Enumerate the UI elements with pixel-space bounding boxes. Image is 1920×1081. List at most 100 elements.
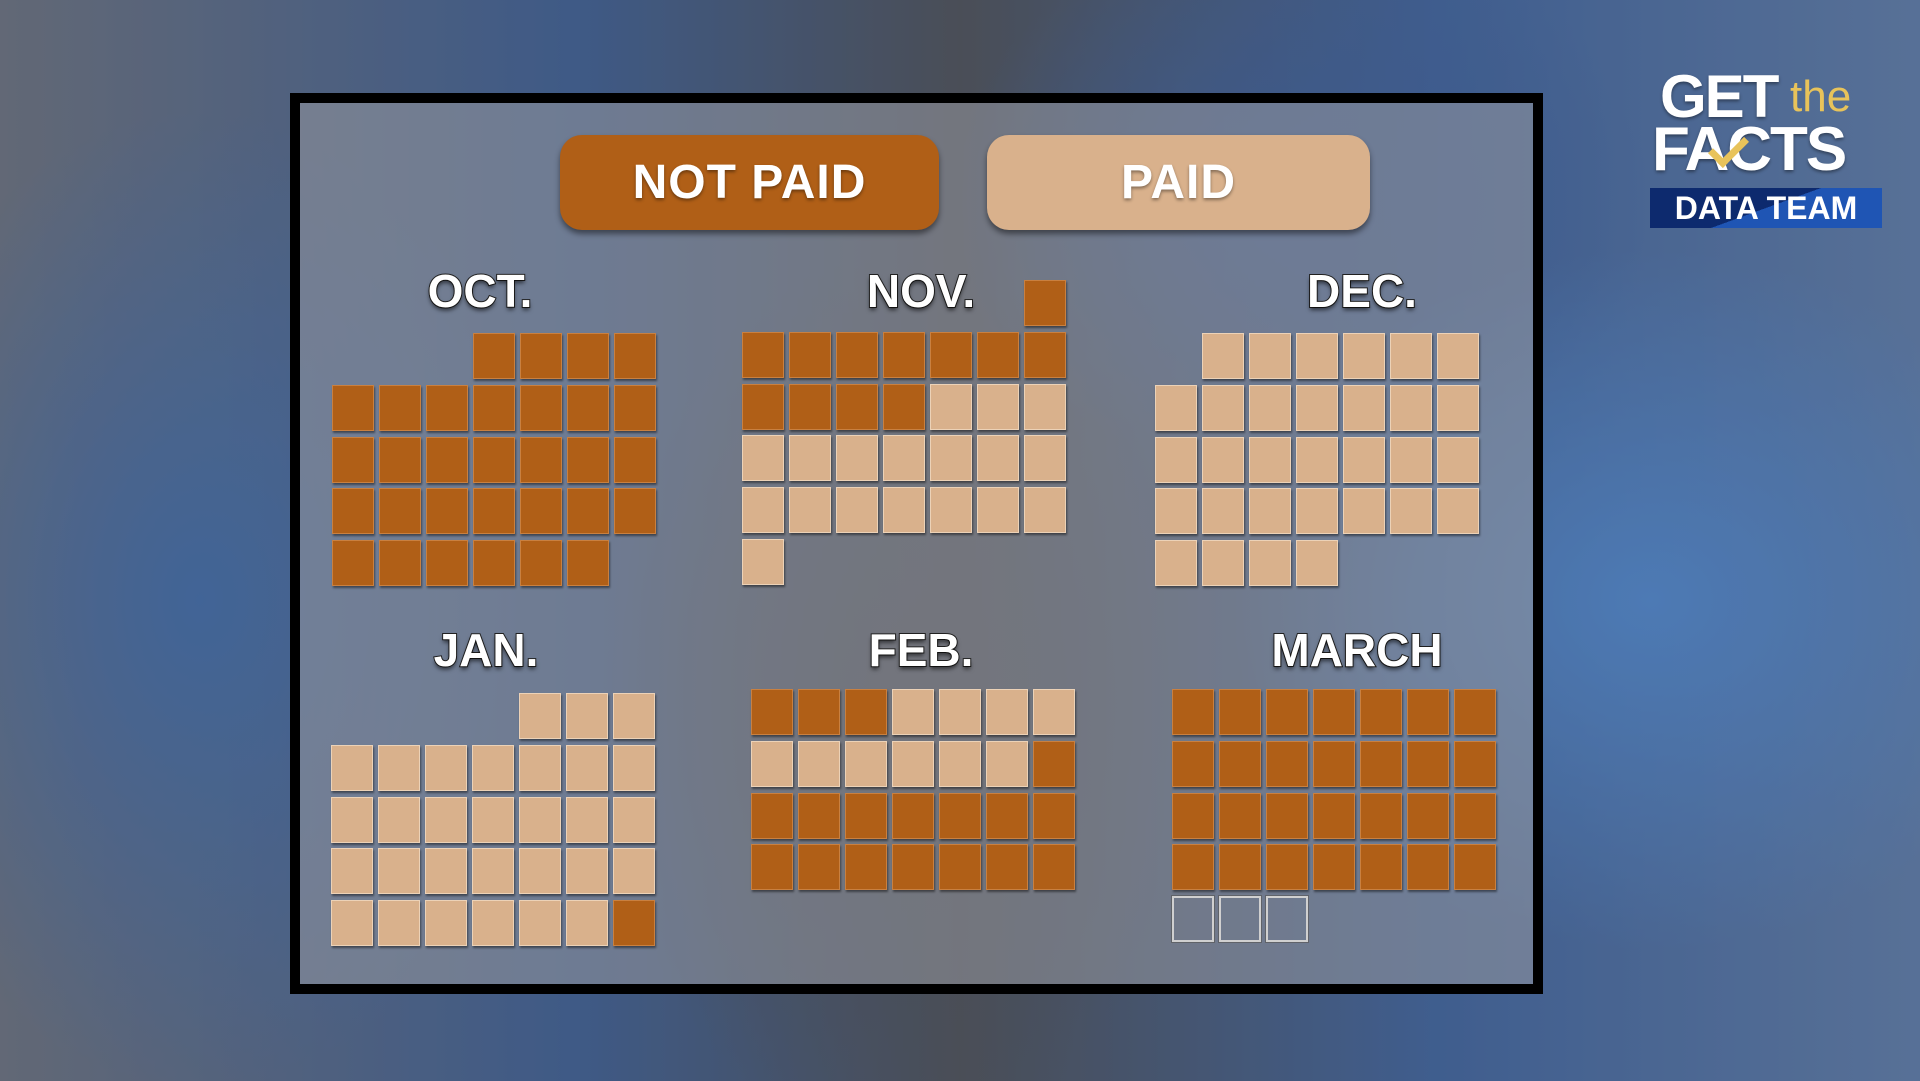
day-cell-paid — [425, 848, 467, 895]
day-cell-not-paid — [426, 384, 468, 431]
day-cell-paid — [613, 796, 655, 843]
day-cell-paid — [1390, 488, 1432, 535]
day-cell-paid — [472, 900, 514, 947]
day-cell-not-paid — [613, 900, 655, 947]
day-cell-not-paid — [520, 384, 562, 431]
day-cell-not-paid — [614, 436, 656, 483]
day-cell-paid — [939, 689, 981, 735]
day-cell-paid — [836, 487, 878, 534]
day-cell-not-paid — [1360, 689, 1402, 735]
day-cell-not-paid — [892, 844, 934, 891]
day-cell-paid — [331, 796, 373, 843]
day-cell-not-paid — [473, 333, 515, 379]
day-cell-not-paid — [567, 488, 609, 535]
day-cell-paid — [977, 487, 1019, 534]
day-cell-paid — [1296, 540, 1338, 587]
day-cell-paid — [742, 487, 784, 534]
day-cell-not-paid — [520, 488, 562, 535]
day-cell-not-paid — [379, 488, 421, 535]
day-cell-paid — [1437, 488, 1479, 535]
day-cell-not-paid — [930, 331, 972, 378]
day-cell-paid — [331, 848, 373, 895]
day-cell-not-paid — [332, 384, 374, 431]
day-cell-paid — [789, 487, 831, 534]
day-cell-not-paid — [1407, 792, 1449, 839]
day-cell-paid — [566, 693, 608, 739]
day-cell-upcoming — [1265, 895, 1309, 944]
day-cell-upcoming — [1171, 895, 1215, 944]
day-cell-paid — [1296, 333, 1338, 379]
day-cell-paid — [613, 744, 655, 791]
day-cell-not-paid — [1033, 740, 1075, 787]
day-cell-paid — [472, 796, 514, 843]
day-cell-paid — [1155, 436, 1197, 483]
day-cell-not-paid — [892, 792, 934, 839]
month-label: JAN. — [433, 623, 540, 677]
day-cell-not-paid — [845, 792, 887, 839]
day-cell-not-paid — [883, 383, 925, 430]
logo-the: the — [1790, 72, 1852, 121]
day-cell-paid — [1437, 333, 1479, 379]
day-cell-not-paid — [1313, 844, 1355, 891]
day-cell-not-paid — [473, 488, 515, 535]
day-cell-not-paid — [567, 540, 609, 587]
day-cell-not-paid — [977, 331, 1019, 378]
day-cell-not-paid — [1266, 844, 1308, 891]
day-cell-paid — [742, 435, 784, 482]
month-label: MARCH — [1270, 623, 1443, 677]
day-cell-paid — [1437, 436, 1479, 483]
day-cell-not-paid — [1219, 792, 1261, 839]
day-cell-paid — [378, 848, 420, 895]
day-cell-paid — [519, 744, 561, 791]
day-cell-paid — [1390, 384, 1432, 431]
day-cell-paid — [742, 539, 784, 585]
day-cell-not-paid — [614, 384, 656, 431]
day-cell-not-paid — [1360, 792, 1402, 839]
day-cell-not-paid — [1454, 689, 1496, 735]
day-cell-paid — [1033, 689, 1075, 735]
day-cell-paid — [566, 848, 608, 895]
day-cell-paid — [1202, 384, 1244, 431]
day-cell-paid — [789, 435, 831, 482]
day-cell-not-paid — [426, 436, 468, 483]
day-cell-paid — [751, 740, 793, 787]
day-cell-paid — [378, 796, 420, 843]
day-cell-paid — [1249, 384, 1291, 431]
day-cell-paid — [1343, 384, 1385, 431]
day-cell-not-paid — [1219, 844, 1261, 891]
day-cell-paid — [519, 796, 561, 843]
day-cell-not-paid — [520, 436, 562, 483]
day-cell-not-paid — [567, 436, 609, 483]
month-label: DEC. — [1306, 264, 1418, 318]
legend-not-paid: NOT PAID — [560, 135, 939, 230]
day-cell-not-paid — [520, 333, 562, 379]
day-cell-not-paid — [751, 689, 793, 735]
day-cell-not-paid — [567, 384, 609, 431]
logo-get: GET — [1660, 63, 1779, 130]
day-cell-not-paid — [798, 689, 840, 735]
day-cell-not-paid — [742, 383, 784, 430]
day-cell-paid — [977, 435, 1019, 482]
day-cell-paid — [1437, 384, 1479, 431]
day-cell-paid — [1249, 540, 1291, 587]
day-cell-not-paid — [1454, 792, 1496, 839]
day-cell-not-paid — [1454, 740, 1496, 787]
day-cell-not-paid — [1033, 792, 1075, 839]
day-cell-not-paid — [1407, 689, 1449, 735]
day-cell-paid — [566, 744, 608, 791]
day-cell-paid — [425, 796, 467, 843]
month-label: FEB. — [868, 623, 975, 677]
day-cell-not-paid — [1172, 844, 1214, 891]
day-cell-not-paid — [1407, 844, 1449, 891]
day-cell-not-paid — [1454, 844, 1496, 891]
day-cell-not-paid — [836, 383, 878, 430]
day-cell-paid — [986, 689, 1028, 735]
day-cell-paid — [425, 744, 467, 791]
day-cell-paid — [613, 693, 655, 739]
day-cell-not-paid — [742, 331, 784, 378]
day-cell-paid — [378, 744, 420, 791]
legend-paid: PAID — [987, 135, 1370, 230]
day-cell-paid — [986, 740, 1028, 787]
day-cell-paid — [1249, 436, 1291, 483]
day-cell-not-paid — [939, 792, 981, 839]
